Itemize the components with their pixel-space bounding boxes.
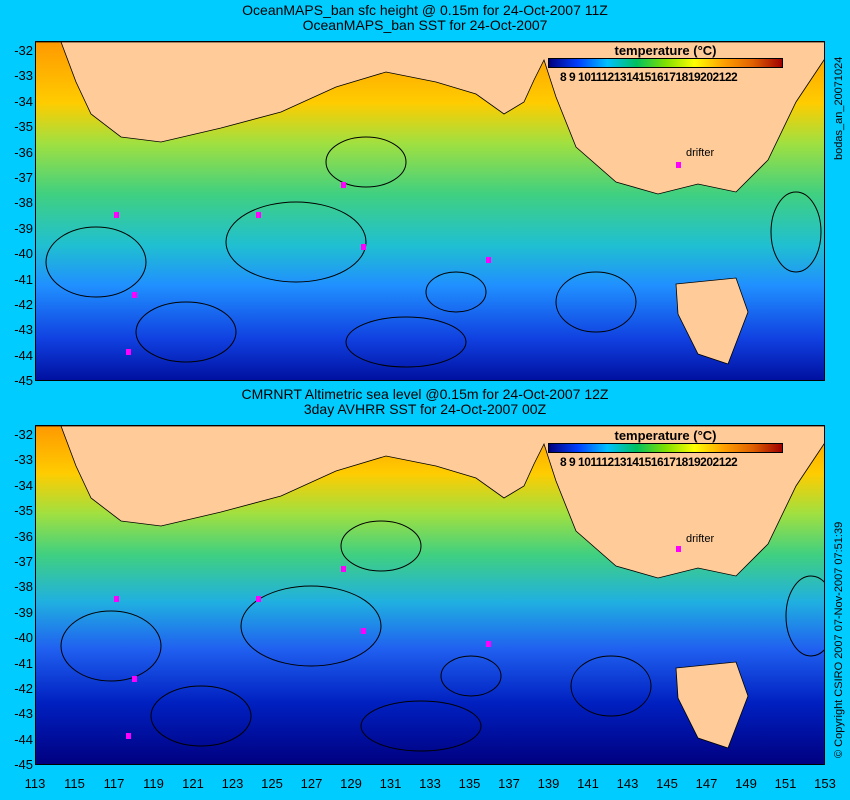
tasmania-land — [675, 661, 749, 749]
drifter-track — [676, 162, 681, 168]
lon-label: 147 — [695, 776, 718, 791]
sea-level-contour — [425, 271, 487, 313]
copyright-text: © Copyright CSIRO 2007 07-Nov-2007 07:51… — [833, 521, 845, 758]
lon-label: 153 — [814, 776, 836, 791]
lat-label: -35 — [14, 503, 33, 519]
drifter-track — [256, 596, 261, 602]
drifter-track — [341, 566, 346, 572]
lat-label: -41 — [14, 271, 33, 287]
lat-label: -38 — [14, 195, 33, 211]
lon-label: 127 — [300, 776, 323, 791]
lon-label: 119 — [143, 776, 164, 791]
map-overlay — [36, 426, 824, 752]
sea-level-contour — [555, 271, 637, 333]
lon-label: 135 — [458, 776, 481, 791]
lat-label: -37 — [14, 554, 33, 569]
drifter-track — [341, 182, 346, 188]
sea-level-contour — [150, 685, 252, 747]
lon-label: 129 — [340, 776, 362, 791]
lon-label: 139 — [537, 776, 560, 791]
lat-label: -34 — [14, 93, 33, 109]
map-overlay — [36, 42, 824, 368]
drifter-track — [126, 349, 131, 355]
sea-level-contour — [325, 136, 407, 188]
lat-label: -36 — [14, 144, 33, 160]
sea-level-contour — [225, 201, 367, 283]
lat-label: -39 — [14, 220, 33, 236]
sea-level-contour — [345, 316, 467, 368]
drifter-track — [256, 212, 261, 218]
lat-label: -36 — [14, 528, 33, 544]
australia-land — [36, 42, 824, 195]
lat-label: -42 — [14, 681, 33, 696]
lon-label: 125 — [261, 776, 283, 791]
temperature-legend-1: temperature (°C) 8 9 10111213141516171819… — [548, 43, 783, 84]
drifter-label-1: drifter — [686, 147, 715, 159]
drifter-track — [114, 212, 119, 218]
lat-label: -45 — [14, 373, 33, 389]
lon-label: 141 — [577, 776, 599, 791]
drifter-track — [114, 596, 119, 602]
lat-label: -32 — [14, 427, 33, 442]
drifter-track — [486, 257, 491, 263]
lat-label: -38 — [14, 579, 33, 595]
sea-level-contour — [570, 655, 652, 717]
drifter-track — [126, 733, 131, 739]
lon-label: 143 — [616, 776, 639, 791]
lat-label: -35 — [14, 119, 33, 135]
lat-label: -39 — [14, 604, 33, 620]
lon-label: 121 — [182, 776, 204, 791]
australia-land — [36, 426, 824, 579]
lat-label: -44 — [14, 731, 33, 747]
lat-label: -37 — [14, 170, 33, 185]
sea-level-contour — [440, 655, 502, 697]
drifter-label-2: drifter — [686, 533, 715, 545]
temperature-legend-2: temperature (°C) 8 9 10111213141516171819… — [548, 428, 783, 469]
ocean-model-sst-map — [35, 41, 825, 381]
drifter-track — [361, 628, 366, 634]
lon-label: 149 — [735, 776, 757, 791]
lon-label: 117 — [103, 776, 125, 791]
lat-label: -33 — [14, 452, 33, 468]
drifter-track — [361, 244, 366, 250]
sea-level-contour — [785, 575, 824, 657]
lat-label: -34 — [14, 477, 33, 493]
lon-label: 115 — [64, 776, 85, 791]
lat-label: -43 — [14, 322, 33, 338]
lat-label: -41 — [14, 655, 33, 671]
sea-level-contour — [340, 520, 422, 572]
drifter-track — [132, 676, 137, 682]
lon-label: 151 — [774, 776, 797, 791]
lat-label: -40 — [14, 630, 33, 646]
lat-label: -32 — [14, 43, 33, 58]
panel1-title: OceanMAPS_ban sfc height @ 0.15m for 24-… — [242, 2, 608, 33]
lat-label: -33 — [14, 68, 33, 84]
lon-label: 137 — [498, 776, 520, 791]
lon-label: 131 — [379, 776, 402, 791]
lon-label: 133 — [419, 776, 441, 791]
lat-label: -42 — [14, 297, 33, 312]
side-text-1: bodas_an_20071024 — [833, 56, 845, 160]
lat-label: -44 — [14, 347, 33, 363]
tasmania-land — [675, 277, 749, 365]
panel2-title: CMRNRT Altimetric sea level @0.15m for 2… — [241, 386, 609, 417]
sea-level-contour — [360, 700, 482, 752]
sea-level-contour — [135, 301, 237, 363]
sea-level-contour — [770, 191, 822, 273]
lat-label: -43 — [14, 706, 33, 722]
lat-label: -45 — [14, 757, 33, 773]
lon-label: 123 — [221, 776, 244, 791]
drifter-track — [676, 546, 681, 552]
satellite-sst-map — [35, 425, 825, 765]
lon-label: 113 — [24, 776, 46, 791]
lon-label: 145 — [656, 776, 678, 791]
sea-level-contour — [60, 610, 162, 682]
sea-level-contour — [45, 226, 147, 298]
drifter-track — [486, 641, 491, 647]
lat-label: -40 — [14, 246, 33, 262]
sea-level-contour — [240, 585, 382, 667]
drifter-track — [132, 292, 137, 298]
